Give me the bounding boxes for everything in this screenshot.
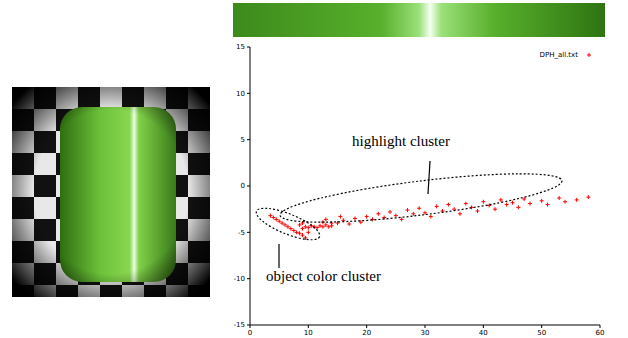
svg-text:0: 0 [248, 329, 252, 337]
html-text:highlight cluster: highlight cluster [352, 133, 450, 149]
svg-text:30: 30 [421, 329, 430, 337]
svg-text:10: 10 [304, 329, 313, 337]
html-text:object color cluster: object color cluster [266, 268, 381, 284]
svg-text:60: 60 [596, 329, 605, 337]
svg-text:-15: -15 [234, 321, 245, 329]
svg-text:15: 15 [236, 43, 245, 51]
svg-text:50: 50 [537, 329, 546, 337]
svg-text:10: 10 [236, 90, 245, 98]
svg-text:20: 20 [362, 329, 371, 337]
svg-text:-10: -10 [234, 275, 245, 283]
svg-text:-5: -5 [238, 229, 245, 237]
svg-text:5: 5 [241, 136, 245, 144]
svg-text:40: 40 [479, 329, 488, 337]
html-text:DPH_all.txt: DPH_all.txt [539, 51, 578, 59]
svg-text:0: 0 [241, 182, 245, 190]
